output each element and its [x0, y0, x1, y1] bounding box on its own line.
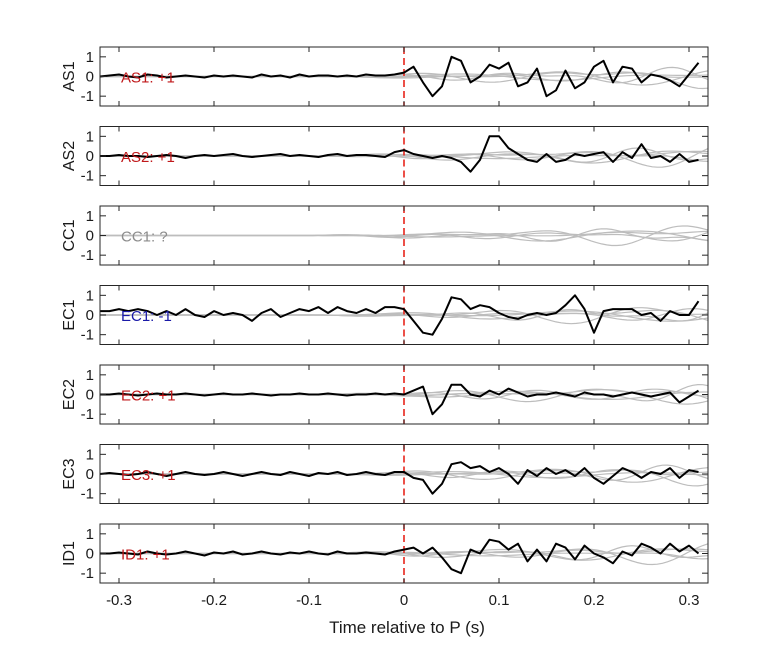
x-tick-label: -0.1 — [296, 592, 322, 609]
y-tick-label: 0 — [86, 228, 94, 245]
background-trace-line — [100, 545, 708, 561]
y-tick-label: 1 — [86, 287, 94, 304]
polarity-annotation: AS2: +1 — [121, 149, 175, 166]
series-line — [100, 383, 700, 416]
series-line — [100, 135, 699, 173]
x-tick-label: -0.2 — [201, 592, 227, 609]
y-tick-label: 1 — [86, 208, 94, 225]
y-tick-label: 0 — [86, 148, 94, 165]
y-tick-label: -1 — [81, 327, 94, 344]
x-axis-label: Time relative to P (s) — [329, 618, 485, 637]
y-tick-label: 0 — [86, 546, 94, 563]
y-tick-label: 1 — [86, 367, 94, 384]
y-axis-label: EC1 — [61, 299, 78, 330]
y-tick-label: 0 — [86, 387, 94, 404]
x-tick-label: -0.3 — [106, 592, 132, 609]
polarity-annotation: CC1: ? — [121, 229, 168, 246]
y-tick-label: 0 — [86, 69, 94, 86]
x-tick-label: 0.1 — [489, 592, 510, 609]
polarity-annotation: EC1: -1 — [121, 308, 172, 325]
y-tick-label: -1 — [81, 247, 94, 264]
polarity-annotation: ID1: +1 — [121, 547, 170, 564]
y-tick-label: 0 — [86, 466, 94, 483]
y-axis-label: AS1 — [61, 61, 78, 91]
background-trace-line — [100, 228, 708, 242]
y-tick-label: 1 — [86, 128, 94, 145]
series-line — [100, 294, 700, 336]
y-tick-label: -1 — [81, 565, 94, 582]
y-tick-label: -1 — [81, 406, 94, 423]
series-line — [100, 461, 699, 495]
y-axis-label: AS2 — [61, 141, 78, 171]
y-axis-label: ID1 — [61, 541, 78, 566]
y-tick-label: 1 — [86, 49, 94, 66]
x-tick-label: 0.3 — [679, 592, 700, 609]
x-axis: -0.3 -0.2 -0.1 0 0.1 0.2 0.3 — [106, 592, 699, 609]
series-line — [100, 538, 700, 575]
polarity-annotation: EC2: +1 — [121, 388, 176, 405]
y-tick-label: -1 — [81, 88, 94, 105]
polarity-annotation: EC3: +1 — [121, 467, 176, 484]
y-axis-label: EC2 — [61, 379, 78, 410]
background-traces — [100, 225, 708, 247]
x-tick-label: 0.2 — [584, 592, 605, 609]
x-tick-label: 0 — [400, 592, 408, 609]
polarity-annotation: AS1: +1 — [121, 70, 175, 87]
y-tick-label: 1 — [86, 446, 94, 463]
y-tick-label: -1 — [81, 486, 94, 503]
y-axis-label: CC1 — [61, 219, 78, 251]
y-tick-label: 1 — [86, 526, 94, 543]
y-tick-label: 0 — [86, 307, 94, 324]
y-tick-label: -1 — [81, 168, 94, 185]
series-line — [100, 55, 700, 98]
y-axis-label: EC3 — [61, 458, 78, 489]
